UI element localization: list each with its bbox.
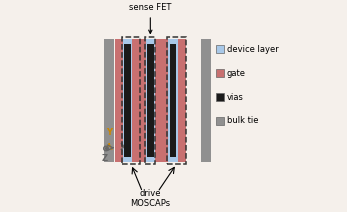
Bar bbox=[133, 39, 140, 162]
Bar bbox=[115, 39, 123, 162]
Text: sense FET: sense FET bbox=[129, 3, 171, 33]
Bar bbox=[161, 39, 168, 162]
Bar bbox=[146, 39, 155, 162]
Text: device layer: device layer bbox=[227, 45, 279, 54]
Bar bbox=[140, 39, 146, 162]
Text: drive: drive bbox=[139, 189, 161, 198]
Bar bbox=[178, 39, 186, 162]
Text: MOSCAPs: MOSCAPs bbox=[130, 199, 170, 208]
Bar bbox=[167, 38, 186, 164]
Bar bbox=[170, 44, 176, 157]
Text: bulk tie: bulk tie bbox=[227, 117, 258, 126]
Bar bbox=[104, 39, 114, 162]
Bar bbox=[121, 38, 141, 164]
Text: gate: gate bbox=[227, 69, 246, 78]
Bar bbox=[123, 39, 133, 162]
Text: Y: Y bbox=[106, 128, 112, 137]
Text: Z: Z bbox=[102, 154, 108, 163]
Bar bbox=[124, 44, 130, 157]
Bar bbox=[216, 69, 224, 77]
Text: X: X bbox=[120, 143, 127, 152]
Bar bbox=[216, 117, 224, 125]
Bar bbox=[216, 45, 224, 53]
Bar bbox=[145, 38, 155, 164]
Bar bbox=[155, 39, 161, 162]
Bar bbox=[147, 44, 153, 157]
Bar bbox=[168, 39, 178, 162]
Bar bbox=[201, 39, 211, 162]
Bar bbox=[216, 93, 224, 101]
Text: vias: vias bbox=[227, 93, 244, 102]
